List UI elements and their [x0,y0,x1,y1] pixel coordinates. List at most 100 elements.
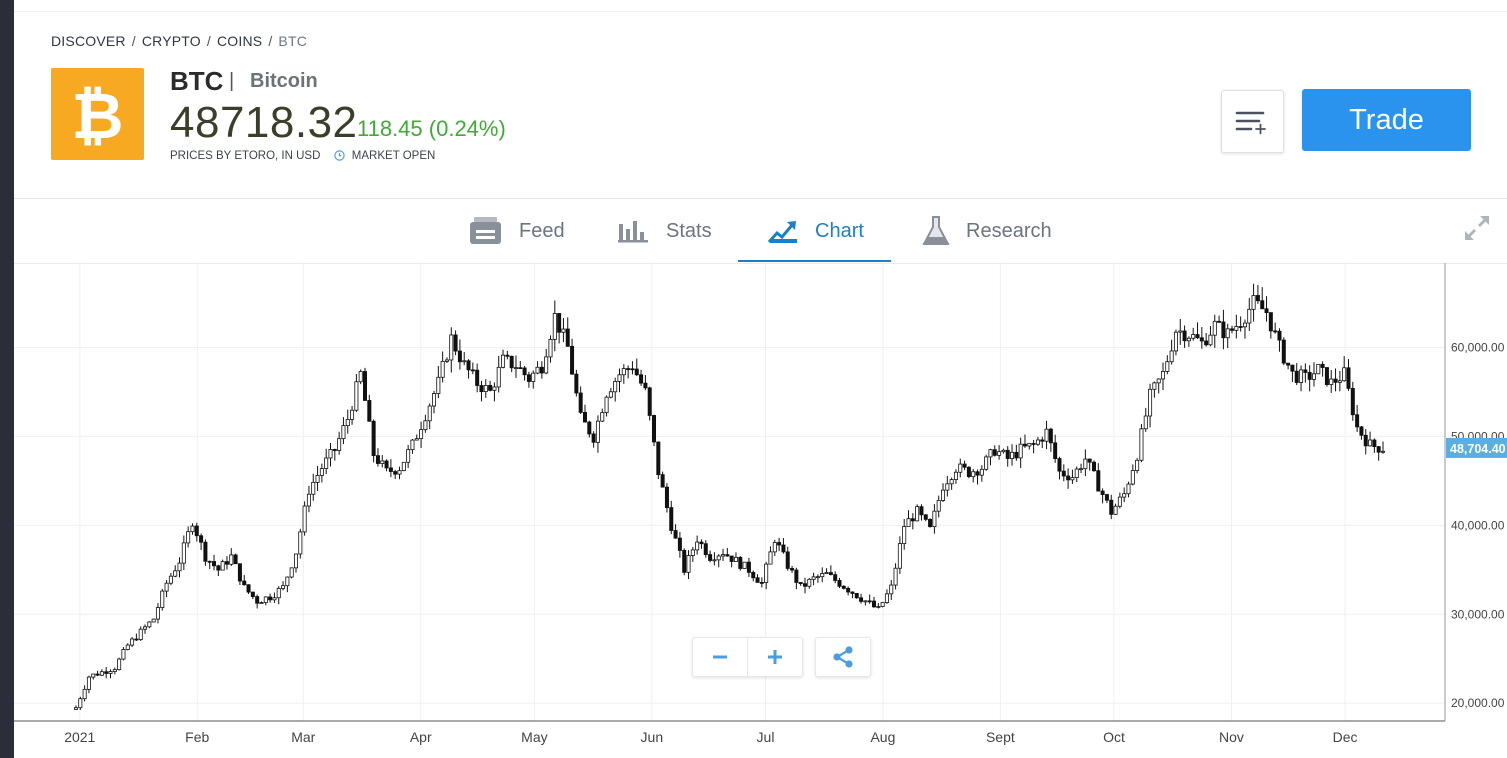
tab-feed[interactable]: Feed [468,199,565,263]
candle [1018,443,1023,459]
candle [1195,334,1200,339]
candle [1204,340,1209,346]
share-button[interactable] [816,638,870,676]
candle [1173,331,1178,352]
candle [311,481,316,495]
candle [470,369,475,372]
candle [444,359,449,362]
candle [962,463,967,468]
candle [350,409,355,420]
candle [1165,361,1170,372]
candle [194,525,199,537]
candle [367,400,372,422]
candle [237,563,242,582]
y-tick-label: 60,000.00 [1451,340,1505,354]
candle [315,475,320,483]
tab-chart-label: Chart [815,219,864,242]
candle [224,561,229,565]
breadcrumb-discover[interactable]: DISCOVER [51,33,126,49]
candle [988,449,993,458]
candle [86,676,91,690]
candle [652,415,657,443]
candle [764,563,769,583]
zoom-out-button[interactable] [693,638,747,676]
candle [298,531,303,555]
candle [854,593,859,599]
candle [997,451,1002,456]
candle [1264,308,1269,314]
zoom-in-button[interactable] [747,638,802,676]
trade-button[interactable]: Trade [1302,89,1471,151]
candle [587,421,592,435]
bitcoin-logo-icon: ₿ [71,80,123,154]
candle [78,698,83,709]
candle [1221,321,1226,339]
candle [768,551,773,565]
candle [604,396,609,414]
candle [449,334,454,361]
candle [337,438,342,451]
chart-axes [14,263,1446,722]
candle [410,439,415,451]
candle [423,420,428,431]
last-price-label: 48,704.40 [1450,442,1506,456]
candle [893,567,898,586]
tab-chart[interactable]: Chart [768,199,864,263]
add-to-watchlist-button[interactable] [1221,90,1284,153]
candle [617,374,622,382]
candle [173,570,178,577]
candle [548,339,553,358]
candle [99,671,104,676]
candle [703,543,708,555]
candle [1333,378,1338,383]
candle [1122,493,1127,498]
candle [595,420,600,443]
candle [544,356,549,374]
breadcrumb-crypto[interactable]: CRYPTO [141,33,201,49]
tab-stats[interactable]: Stats [618,199,712,263]
candle [263,596,268,603]
zoom-controls [692,637,803,677]
x-tick-label: Oct [1103,729,1125,745]
candle [1044,428,1049,442]
candle [436,376,441,394]
candle [1350,387,1355,416]
candle [164,582,169,592]
breadcrumb-separator: / [131,33,136,49]
candle [582,412,587,423]
candle [401,461,406,472]
candle [1225,328,1230,339]
x-tick-label: Feb [185,729,209,745]
candle [621,368,626,376]
top-divider [14,11,1507,12]
candle [1074,468,1079,479]
candle [850,591,855,594]
candle [147,621,152,628]
candle [643,382,648,389]
y-axis-labels: 20,000.0030,000.0040,000.0050,000.0060,0… [1451,340,1505,710]
candle [600,412,605,422]
candle [220,561,225,571]
candle [1303,369,1308,373]
tab-research[interactable]: Research [922,199,1052,263]
price-chart[interactable]: 20,000.00 30,000.00 40,000.00 50,000.00 60,0… [14,263,1507,758]
expand-icon[interactable] [1463,214,1491,247]
candle [384,460,389,469]
candle [108,671,113,674]
candle [457,350,462,363]
candle [513,367,518,370]
minus-icon [713,655,727,659]
chart-grid [14,263,1445,721]
last-price-tag: 48,704.40 [1446,437,1507,458]
candle [199,535,204,543]
candle [143,626,148,630]
candle [1316,363,1321,375]
candle [1156,378,1161,384]
candle [492,386,497,391]
candle [112,669,117,672]
candle [725,554,730,557]
candle [742,561,747,569]
coin-page: DISCOVER / CRYPTO / COINS / BTC ₿ BTC | Bitcoi… [14,0,1507,758]
candle [863,600,868,603]
breadcrumb-coins[interactable]: COINS [216,33,263,49]
